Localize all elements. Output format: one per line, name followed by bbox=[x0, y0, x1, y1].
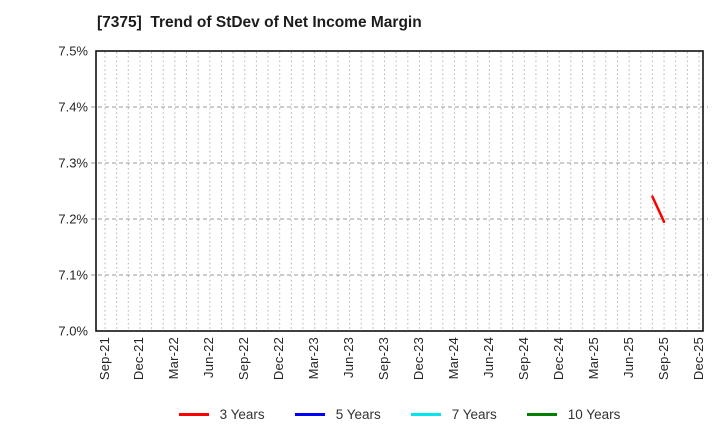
legend-item-10-years: 10 Years bbox=[526, 406, 621, 422]
x-tick-label: Sep-24 bbox=[515, 337, 531, 381]
y-tick-label: 7.5% bbox=[58, 43, 88, 59]
vertical-gridlines bbox=[104, 52, 700, 330]
x-tick-label: Dec-22 bbox=[271, 337, 287, 381]
legend-label: 10 Years bbox=[567, 406, 621, 422]
chart-title: [7375] Trend of StDev of Net Income Marg… bbox=[97, 14, 422, 31]
legend-label: 5 Years bbox=[335, 406, 381, 422]
legend: 3 Years 5 Years 7 Years 10 Years bbox=[96, 405, 703, 423]
x-tick-label: Mar-24 bbox=[445, 337, 461, 380]
x-tick-label: Jun-24 bbox=[480, 337, 496, 378]
x-tick-label: Sep-23 bbox=[376, 337, 392, 381]
legend-line-swatch bbox=[526, 412, 557, 416]
legend-item-3-years: 3 Years bbox=[178, 406, 265, 422]
series-line-3-years bbox=[651, 195, 666, 224]
legend-item-5-years: 5 Years bbox=[294, 406, 381, 422]
x-tick-label: Jun-23 bbox=[341, 337, 357, 378]
legend-label: 3 Years bbox=[219, 406, 265, 422]
horizontal-gridlines bbox=[91, 106, 708, 276]
x-tick-label: Sep-22 bbox=[236, 337, 252, 381]
x-tick-label: Jun-22 bbox=[201, 337, 217, 378]
y-tick-label: 7.1% bbox=[58, 267, 88, 283]
legend-line-swatch bbox=[410, 412, 441, 416]
plot-border bbox=[95, 50, 704, 332]
x-tick-label: Mar-22 bbox=[166, 337, 182, 380]
x-tick-label: Sep-21 bbox=[96, 337, 112, 381]
x-tick-label: Dec-23 bbox=[410, 337, 426, 381]
legend-label: 7 Years bbox=[451, 406, 497, 422]
legend-item-7-years: 7 Years bbox=[410, 406, 497, 422]
y-tick-label: 7.2% bbox=[58, 211, 88, 227]
y-tick-label: 7.3% bbox=[58, 155, 88, 171]
x-tick-label: Mar-25 bbox=[585, 337, 601, 380]
x-tick-label: Jun-25 bbox=[620, 337, 636, 378]
x-tick-label: Mar-23 bbox=[306, 337, 322, 380]
x-tick-label: Dec-24 bbox=[550, 337, 566, 381]
x-tick-label: Dec-21 bbox=[131, 337, 147, 381]
series-lines bbox=[651, 195, 666, 224]
legend-line-swatch bbox=[294, 412, 325, 416]
y-tick-label: 7.4% bbox=[58, 99, 88, 115]
legend-line-swatch bbox=[178, 412, 209, 416]
y-tick-label: 7.0% bbox=[58, 323, 88, 339]
x-tick-label: Sep-25 bbox=[655, 337, 671, 381]
x-tick-label: Dec-25 bbox=[690, 337, 706, 381]
